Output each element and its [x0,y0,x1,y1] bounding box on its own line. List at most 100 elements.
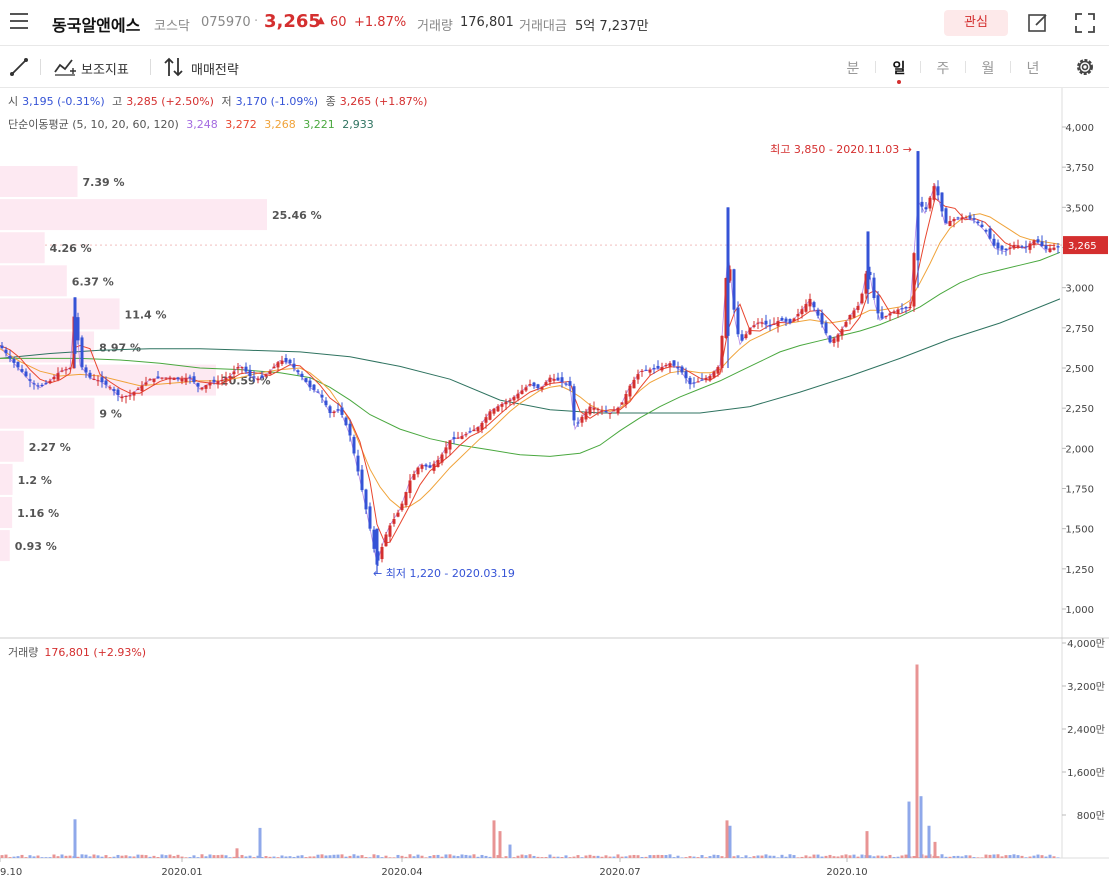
candle-body [176,377,180,379]
volume-bar [48,857,52,858]
volume-profile-label: 2.27 % [29,441,71,454]
volume-bar [272,856,276,858]
volume-bar [616,854,620,858]
price-tick-label: 1,000 [1065,605,1094,616]
menu-icon[interactable] [10,13,28,29]
candle-body [92,378,96,380]
candle-body [392,519,396,524]
volume-bar [216,855,220,858]
volume-bar [648,855,652,858]
volume-bar [168,854,172,858]
period-month[interactable]: 월 [981,61,995,77]
volume-bar [788,854,792,858]
volume-bar [258,827,262,858]
volume-bar [504,856,508,858]
period-year[interactable]: 년 [1026,61,1040,77]
candle-body [196,383,200,387]
volume-bar [292,856,296,858]
candle-body [456,437,460,439]
draw-line-icon[interactable] [9,57,29,77]
volume-bar [536,856,540,858]
divider [40,59,41,75]
volume-bar [640,856,644,858]
candle-body [168,377,172,380]
candle-body [772,323,776,325]
volume-bar [176,854,180,858]
candle-body [816,309,820,316]
volume-bar [468,855,472,858]
candle-body [480,422,484,430]
volume-bar [915,664,919,858]
volume-profile-label: 7.39 % [82,176,124,189]
volume-bar [24,857,28,858]
period-day[interactable]: 일 [892,61,906,77]
candle-body [724,278,728,338]
candle-body [384,534,388,547]
indicator-icon[interactable] [54,56,76,76]
date-tick-label: 2020.07 [599,867,640,878]
volume-bar [44,857,48,858]
up-arrow-icon: ▲ [317,15,325,26]
volume-bar [308,856,312,858]
candle-body [156,376,160,378]
active-period-dot [897,80,901,84]
volume-bar [4,854,8,858]
volume-bar [476,856,480,858]
volume-bar [148,856,152,858]
volume-bar [235,848,239,858]
indicator-button[interactable]: 보조지표 [81,63,129,78]
volume-bar [592,855,596,858]
candle-body [428,465,432,468]
volume-bar [480,854,484,858]
candle-body [76,317,80,341]
candle-body [1056,246,1060,248]
period-minute[interactable]: 분 [846,61,860,77]
candle-body [676,366,680,369]
candle-body [84,367,88,373]
volume-bar [472,854,476,858]
candle-body [540,386,544,390]
strategy-icon[interactable] [163,56,183,78]
volume-bar [1056,857,1060,858]
favorite-button[interactable]: 관심 [944,10,1008,36]
volume-bar [92,854,96,858]
candle-body [740,334,744,341]
gear-icon[interactable] [1074,56,1096,78]
candle-body [580,416,584,423]
candle-body [984,229,988,232]
close-value: 3,265 (+1.87%) [339,95,428,108]
volume-profile-bar [0,430,24,462]
candle-body [280,360,284,364]
candle-body [412,474,416,480]
volume-bar [780,854,784,858]
volume-bar [968,855,972,858]
fullscreen-icon[interactable] [1074,12,1096,34]
candle-body [20,369,24,372]
volume-bar [316,854,320,858]
candle-body [375,528,379,565]
strategy-button[interactable]: 매매전략 [191,63,239,78]
candle-body [73,297,77,354]
candle-body [664,365,668,367]
candle-body [508,400,512,402]
volume-bar [520,854,524,858]
candle-body [188,376,192,378]
period-week[interactable]: 주 [936,61,950,77]
candle-body [712,371,716,378]
candle-body [572,386,576,421]
candle-body [520,390,524,394]
volume-bar [404,856,408,858]
volume-bar [136,854,140,858]
volume-profile-bar [0,497,13,528]
open-value: 3,195 (-0.31%) [22,95,105,108]
volume-bar [88,856,92,858]
volume-bar [1044,856,1048,858]
volume-bar [900,855,904,858]
volume-bar [772,855,776,858]
edit-icon[interactable] [1027,12,1049,34]
candle-body [112,389,116,392]
volume-bar [160,854,164,858]
volume-profile-bar [0,199,267,231]
candle-body [124,395,128,397]
